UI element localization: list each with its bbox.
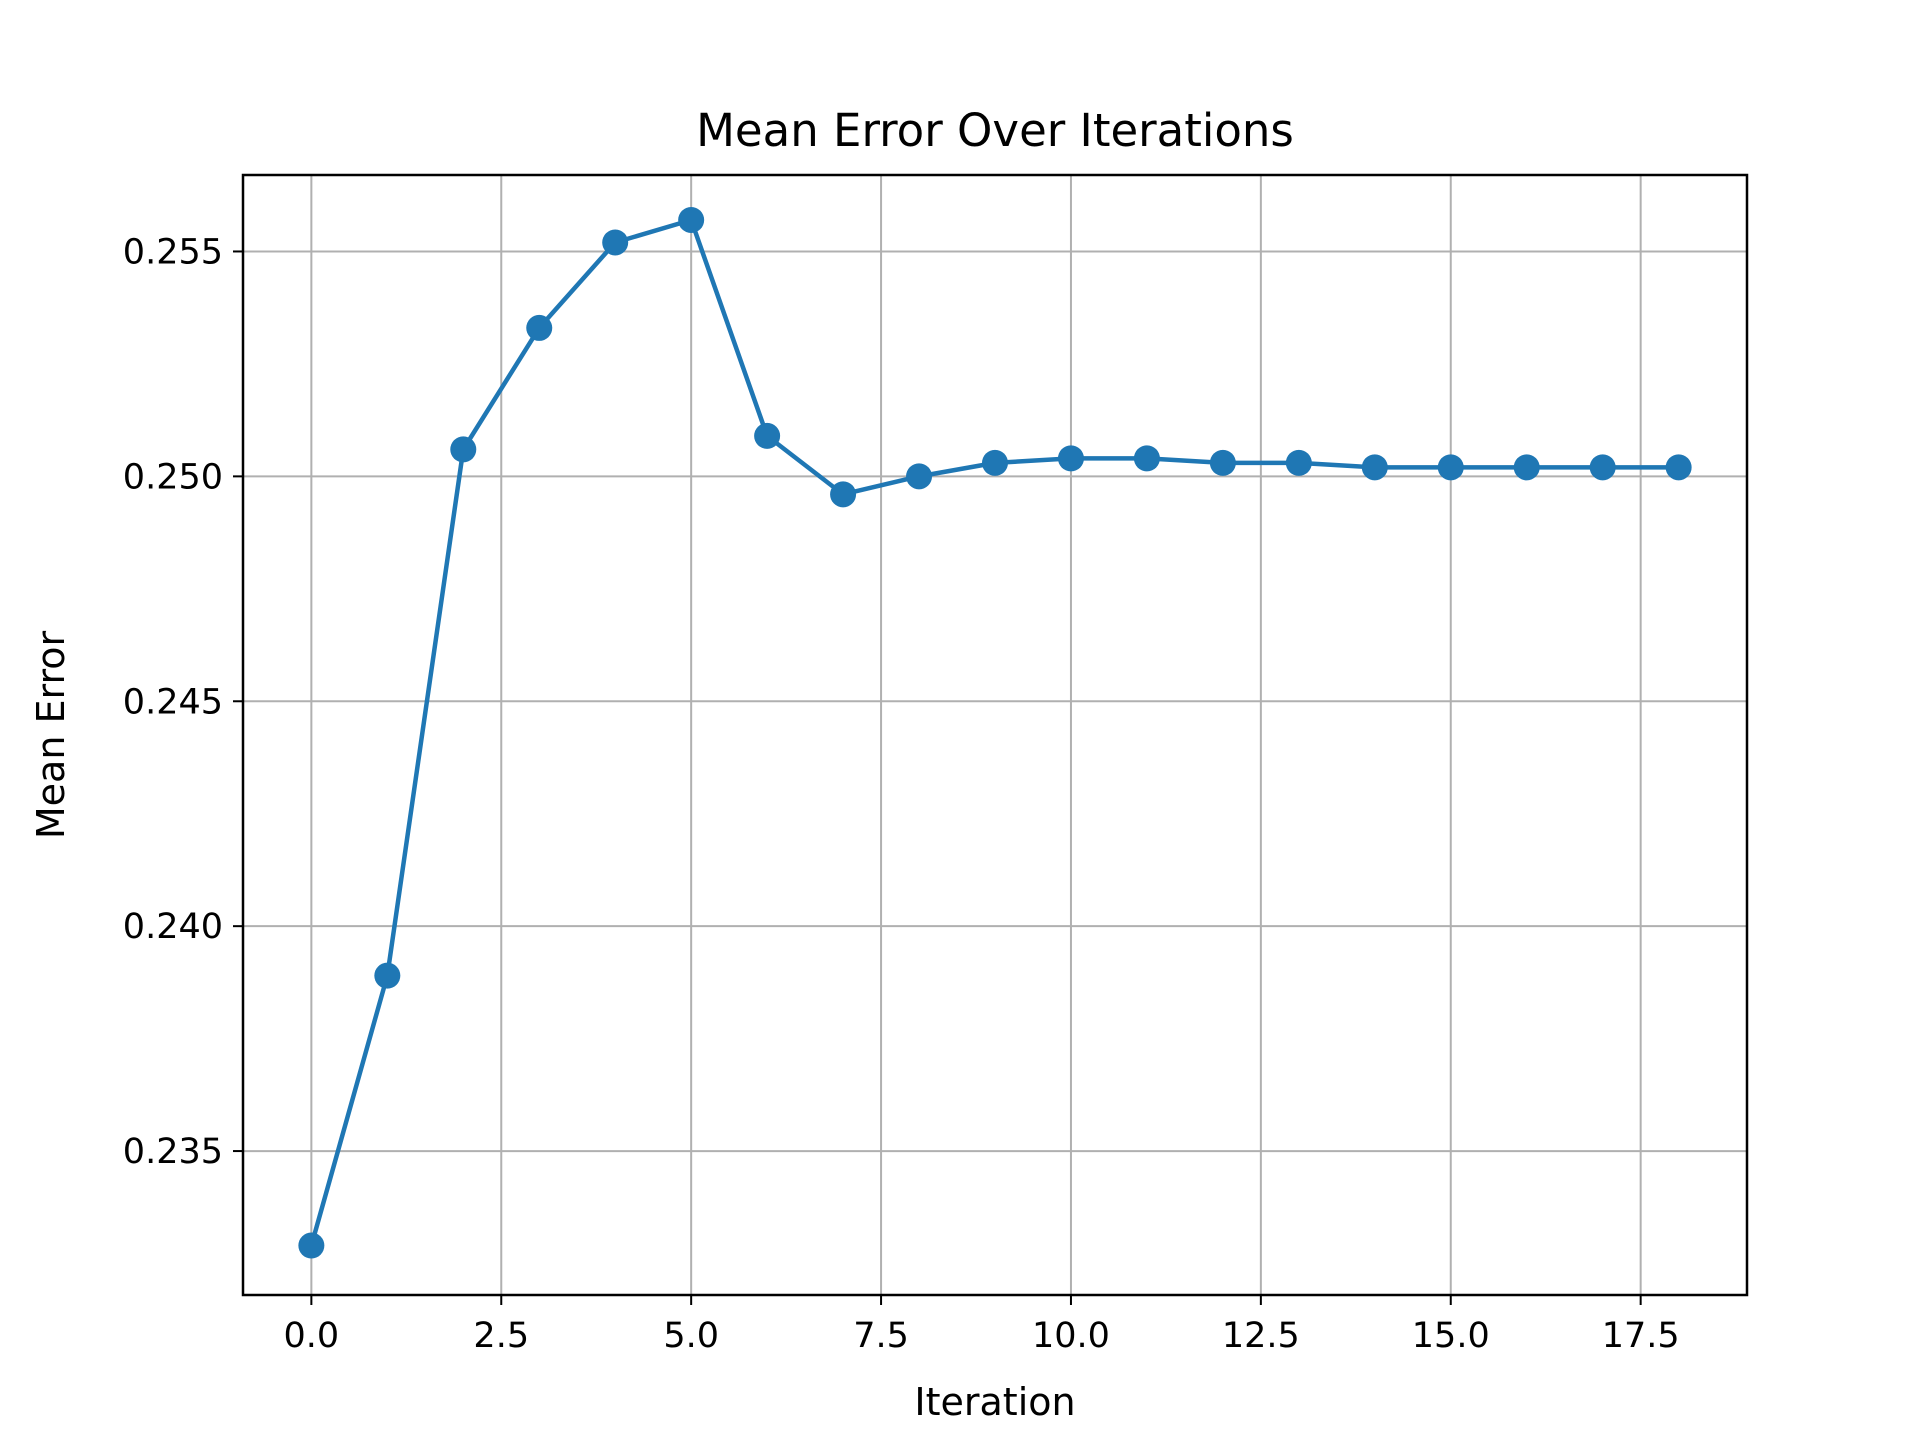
data-point <box>298 1232 325 1259</box>
data-point <box>1361 454 1388 481</box>
x-tick-label: 0.0 <box>284 1316 340 1356</box>
data-point <box>450 436 477 463</box>
data-point <box>1589 454 1616 481</box>
data-point <box>374 962 401 989</box>
data-point <box>678 206 705 233</box>
x-tick-label: 7.5 <box>853 1316 909 1356</box>
data-point <box>602 229 629 256</box>
plot-frame <box>241 173 1749 1297</box>
data-point <box>1665 454 1692 481</box>
y-tick-label: 0.235 <box>123 1132 223 1172</box>
data-point <box>754 422 781 449</box>
x-tick-label: 2.5 <box>473 1316 529 1356</box>
y-tick-label: 0.250 <box>123 457 223 497</box>
data-point <box>1513 454 1540 481</box>
data-point <box>830 481 857 508</box>
data-point <box>1057 445 1084 472</box>
y-tick-label: 0.240 <box>123 907 223 947</box>
data-series <box>298 206 1692 1259</box>
y-tick-label: 0.255 <box>123 232 223 272</box>
x-tick-label: 10.0 <box>1032 1316 1110 1356</box>
y-tick-label: 0.245 <box>123 682 223 722</box>
chart-title: Mean Error Over Iterations <box>696 104 1294 157</box>
data-point <box>1133 445 1160 472</box>
grid-lines <box>243 175 1747 1295</box>
data-point <box>906 463 933 490</box>
x-tick-label: 17.5 <box>1602 1316 1680 1356</box>
x-tick-label: 12.5 <box>1222 1316 1300 1356</box>
x-tick-label: 15.0 <box>1412 1316 1490 1356</box>
data-point <box>1437 454 1464 481</box>
x-axis-label: Iteration <box>914 1380 1075 1424</box>
y-axis-label: Mean Error <box>29 631 73 840</box>
axis-ticks: 0.0 2.5 5.0 7.5 10.0 12.5 15.0 17.5 0.235 0.240 0.… <box>123 232 1680 1356</box>
x-tick-label: 5.0 <box>663 1316 719 1356</box>
data-point <box>1285 449 1312 476</box>
data-point <box>526 314 553 341</box>
data-point <box>1209 449 1236 476</box>
data-point <box>982 449 1008 476</box>
